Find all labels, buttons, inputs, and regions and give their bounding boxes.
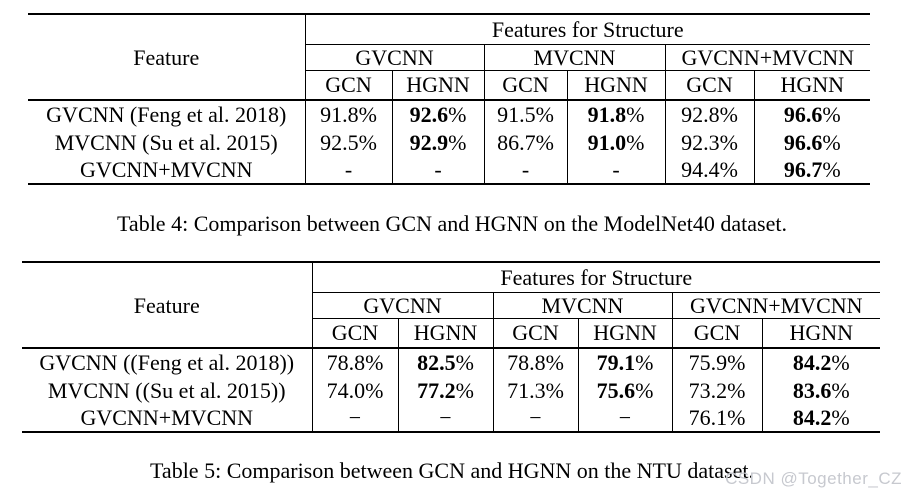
group-header-gvcnn-mvcnn: GVCNN+MVCNN bbox=[671, 292, 880, 319]
table-row: MVCNN (Su et al. 2015) 92.5% 92.9% 86.7%… bbox=[28, 128, 870, 157]
result-cell: 92.3% bbox=[664, 128, 754, 157]
group-header-mvcnn: MVCNN bbox=[483, 44, 665, 71]
result-cell: − bbox=[577, 404, 672, 433]
column-header-hgnn: HGNN bbox=[391, 70, 484, 102]
result-cell: 76.1% bbox=[671, 404, 762, 433]
result-cell: - bbox=[304, 156, 392, 185]
result-cell: 92.8% bbox=[664, 100, 754, 129]
result-cell: 78.8% bbox=[492, 348, 578, 377]
result-cell: 74.0% bbox=[311, 376, 398, 405]
column-header-gcn: GCN bbox=[671, 318, 762, 350]
group-header-gvcnn: GVCNN bbox=[312, 292, 493, 319]
result-cell: 91.5% bbox=[483, 100, 567, 129]
column-header-hgnn: HGNN bbox=[753, 70, 870, 102]
group-title-features-for-structure: Features for Structure bbox=[312, 262, 880, 293]
result-cell: 75.9% bbox=[671, 348, 762, 377]
table-row: GVCNN+MVCNN − − − − 76.1% 84.2% bbox=[22, 404, 880, 433]
result-cell: 91.8% bbox=[566, 100, 665, 129]
result-cell: 92.6% bbox=[391, 100, 484, 129]
result-cell: 96.6% bbox=[753, 100, 870, 129]
result-cell: 82.5% bbox=[397, 348, 493, 377]
row-label: MVCNN ((Su et al. 2015)) bbox=[47, 377, 286, 403]
result-cell: - bbox=[391, 156, 484, 185]
result-cell: 79.1% bbox=[577, 348, 672, 377]
modelnet40-table-wrap: Feature Features for Structure GVCNN MVC… bbox=[28, 13, 870, 186]
result-cell: 94.4% bbox=[664, 156, 754, 185]
result-cell: − bbox=[311, 404, 398, 433]
group-header-gvcnn-mvcnn: GVCNN+MVCNN bbox=[664, 44, 870, 71]
table-row: GVCNN ((Feng et al. 2018)) 78.8% 82.5% 7… bbox=[22, 348, 880, 377]
result-cell: 86.7% bbox=[483, 128, 567, 157]
column-header-hgnn: HGNN bbox=[761, 318, 880, 350]
result-cell: 91.0% bbox=[566, 128, 665, 157]
modelnet40-results-table: Feature Features for Structure GVCNN MVC… bbox=[28, 13, 870, 186]
result-cell: 92.5% bbox=[304, 128, 392, 157]
result-cell: 75.6% bbox=[577, 376, 672, 405]
ntu-results-table: Feature Features for Structure GVCNN MVC… bbox=[22, 261, 880, 434]
column-header-gcn: GCN bbox=[305, 70, 392, 102]
row-label: GVCNN ((Feng et al. 2018)) bbox=[39, 350, 295, 376]
feature-column-header: Feature bbox=[28, 14, 306, 102]
group-header-gvcnn: GVCNN bbox=[305, 44, 484, 71]
column-header-hgnn: HGNN bbox=[397, 318, 493, 350]
result-cell: 96.6% bbox=[753, 128, 870, 157]
group-header-mvcnn: MVCNN bbox=[492, 292, 672, 319]
result-cell: 84.2% bbox=[761, 404, 880, 433]
result-cell: 83.6% bbox=[761, 376, 880, 405]
column-header-gcn: GCN bbox=[483, 70, 567, 102]
result-cell: 73.2% bbox=[671, 376, 762, 405]
result-cell: 71.3% bbox=[492, 376, 578, 405]
result-cell: 84.2% bbox=[761, 348, 880, 377]
result-cell: 91.8% bbox=[304, 100, 392, 129]
feature-column-header: Feature bbox=[22, 262, 313, 350]
result-cell: - bbox=[483, 156, 567, 185]
csdn-watermark: CSDN @Together_CZ bbox=[725, 469, 902, 488]
column-header-gcn: GCN bbox=[312, 318, 398, 350]
result-cell: − bbox=[397, 404, 493, 433]
column-header-hgnn: HGNN bbox=[566, 70, 665, 102]
column-header-hgnn: HGNN bbox=[577, 318, 672, 350]
result-cell: − bbox=[492, 404, 578, 433]
row-label: MVCNN (Su et al. 2015) bbox=[54, 129, 278, 155]
result-cell: 96.7% bbox=[753, 156, 870, 185]
table5-caption: Table 5: Comparison between GCN and HGNN… bbox=[150, 458, 754, 483]
result-cell: 92.9% bbox=[391, 128, 484, 157]
result-cell: 78.8% bbox=[311, 348, 398, 377]
group-title-features-for-structure: Features for Structure bbox=[305, 14, 870, 45]
table-row: MVCNN ((Su et al. 2015)) 74.0% 77.2% 71.… bbox=[22, 376, 880, 405]
result-cell: - bbox=[566, 156, 665, 185]
table-row: GVCNN+MVCNN - - - - 94.4% 96.7% bbox=[28, 156, 870, 185]
row-label: GVCNN+MVCNN bbox=[80, 405, 254, 431]
row-label: GVCNN+MVCNN bbox=[79, 157, 253, 183]
row-label: GVCNN (Feng et al. 2018) bbox=[46, 102, 287, 128]
column-header-gcn: GCN bbox=[664, 70, 754, 102]
column-header-gcn: GCN bbox=[492, 318, 578, 350]
result-cell: 77.2% bbox=[397, 376, 493, 405]
table4-caption: Table 4: Comparison between GCN and HGNN… bbox=[117, 211, 787, 236]
ntu-table-wrap: Feature Features for Structure GVCNN MVC… bbox=[22, 261, 880, 434]
table-row: GVCNN (Feng et al. 2018) 91.8% 92.6% 91.… bbox=[28, 100, 870, 129]
